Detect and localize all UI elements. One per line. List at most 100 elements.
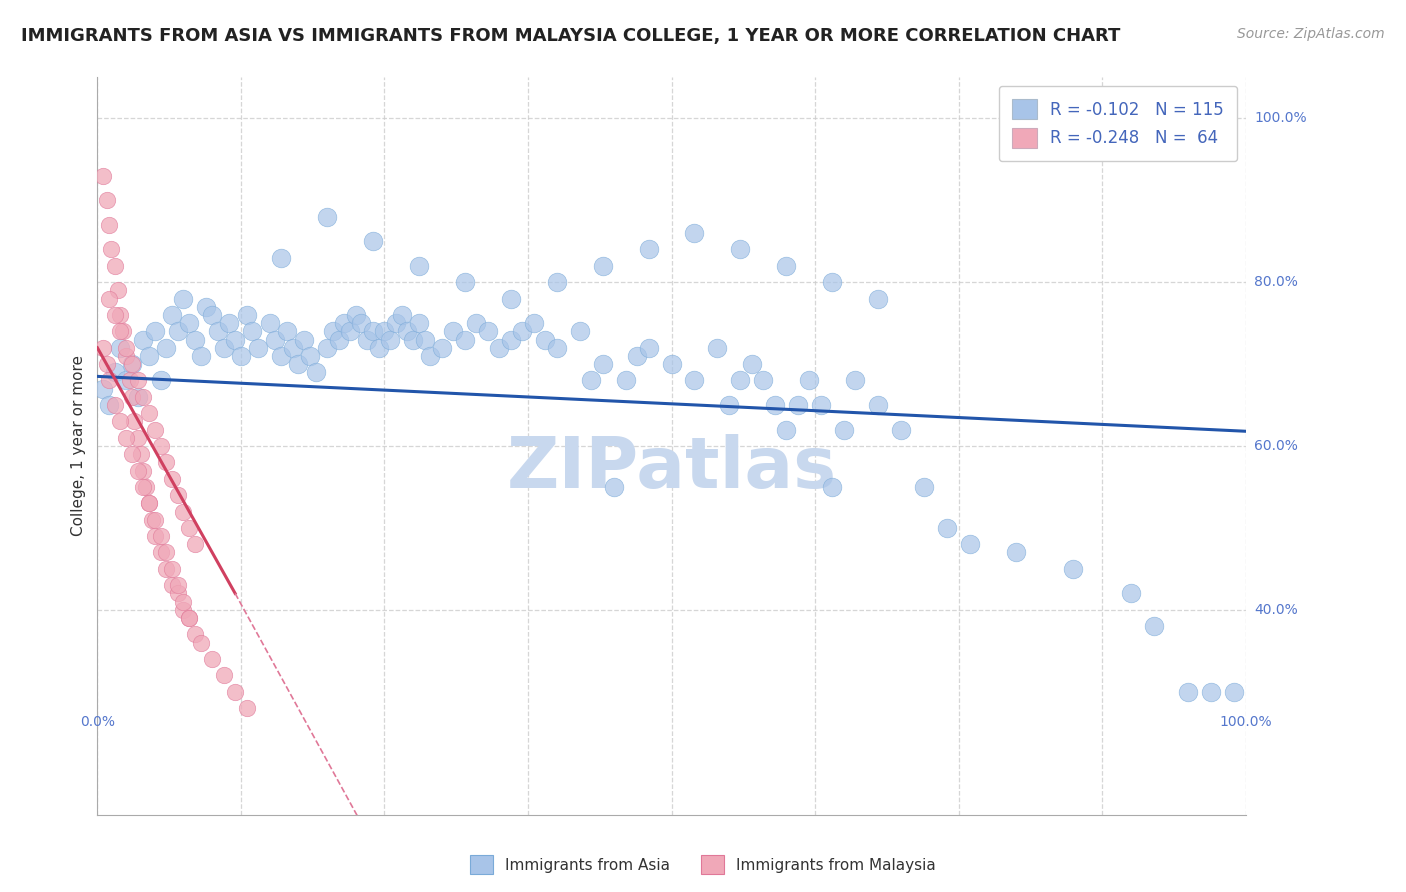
Point — [207, 324, 229, 338]
Text: 100.0%: 100.0% — [1254, 112, 1306, 126]
Point — [579, 374, 602, 388]
Point — [361, 234, 384, 248]
Point — [499, 292, 522, 306]
Point — [546, 341, 568, 355]
Point — [149, 545, 172, 559]
Legend: R = -0.102   N = 115, R = -0.248   N =  64: R = -0.102 N = 115, R = -0.248 N = 64 — [998, 86, 1237, 161]
Point — [350, 316, 373, 330]
Point — [121, 357, 143, 371]
Point — [661, 357, 683, 371]
Point — [115, 431, 138, 445]
Point — [763, 398, 786, 412]
Point — [97, 292, 120, 306]
Point — [316, 341, 339, 355]
Point — [730, 243, 752, 257]
Point — [339, 324, 361, 338]
Point — [155, 455, 177, 469]
Point — [510, 324, 533, 338]
Text: 60.0%: 60.0% — [1254, 439, 1298, 453]
Point — [454, 275, 477, 289]
Point — [212, 668, 235, 682]
Point — [229, 349, 252, 363]
Point — [103, 398, 125, 412]
Point — [775, 423, 797, 437]
Text: ZIPatlas: ZIPatlas — [506, 434, 837, 502]
Point — [264, 333, 287, 347]
Point — [717, 398, 740, 412]
Point — [97, 374, 120, 388]
Point — [138, 349, 160, 363]
Point — [832, 423, 855, 437]
Point — [568, 324, 591, 338]
Point — [270, 349, 292, 363]
Point — [683, 374, 706, 388]
Point — [270, 251, 292, 265]
Point — [179, 316, 201, 330]
Point — [408, 259, 430, 273]
Point — [367, 341, 389, 355]
Point — [276, 324, 298, 338]
Text: 80.0%: 80.0% — [1254, 276, 1298, 289]
Point — [218, 316, 240, 330]
Point — [97, 398, 120, 412]
Point — [730, 374, 752, 388]
Point — [592, 357, 614, 371]
Point — [706, 341, 728, 355]
Point — [936, 521, 959, 535]
Point — [166, 578, 188, 592]
Point — [1119, 586, 1142, 600]
Point — [195, 300, 218, 314]
Point — [413, 333, 436, 347]
Point — [683, 226, 706, 240]
Point — [287, 357, 309, 371]
Point — [385, 316, 408, 330]
Text: 0.0%: 0.0% — [80, 715, 115, 729]
Point — [141, 513, 163, 527]
Point — [912, 480, 935, 494]
Point — [1177, 684, 1199, 698]
Point — [281, 341, 304, 355]
Point — [821, 480, 844, 494]
Point — [637, 243, 659, 257]
Point — [546, 275, 568, 289]
Point — [373, 324, 395, 338]
Point — [160, 472, 183, 486]
Point — [488, 341, 510, 355]
Point — [132, 480, 155, 494]
Point — [115, 349, 138, 363]
Y-axis label: College, 1 year or more: College, 1 year or more — [72, 356, 86, 536]
Point — [201, 652, 224, 666]
Point — [115, 374, 138, 388]
Point — [868, 398, 890, 412]
Point — [138, 496, 160, 510]
Point — [179, 611, 201, 625]
Point — [741, 357, 763, 371]
Point — [138, 406, 160, 420]
Point — [91, 169, 114, 183]
Point — [890, 423, 912, 437]
Point — [155, 562, 177, 576]
Point — [160, 578, 183, 592]
Point — [247, 341, 270, 355]
Point — [477, 324, 499, 338]
Point — [637, 341, 659, 355]
Point — [127, 431, 149, 445]
Point — [190, 635, 212, 649]
Point — [1199, 684, 1222, 698]
Point — [138, 496, 160, 510]
Point — [333, 316, 356, 330]
Point — [821, 275, 844, 289]
Point — [110, 414, 132, 428]
Point — [121, 390, 143, 404]
Point — [534, 333, 557, 347]
Point — [100, 243, 122, 257]
Point — [103, 308, 125, 322]
Point — [1143, 619, 1166, 633]
Text: 100.0%: 100.0% — [1219, 715, 1272, 729]
Point — [441, 324, 464, 338]
Point — [344, 308, 367, 322]
Point — [111, 324, 134, 338]
Legend: Immigrants from Asia, Immigrants from Malaysia: Immigrants from Asia, Immigrants from Ma… — [464, 849, 942, 880]
Point — [166, 586, 188, 600]
Point — [316, 210, 339, 224]
